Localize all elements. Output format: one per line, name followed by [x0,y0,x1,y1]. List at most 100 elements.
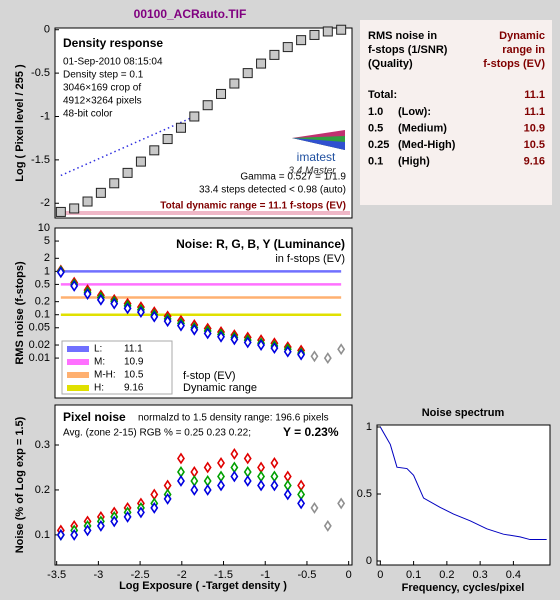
x-tick-label: -2.5 [131,569,150,581]
note: Dynamic range [183,382,257,394]
x-tick-label: 0.2 [439,569,454,581]
chart-subtitle: in f-stops (EV) [275,253,345,265]
marker [96,519,105,532]
marker [230,448,239,460]
spectrum-line [379,426,547,541]
marker [175,122,186,133]
marker [322,26,333,37]
marker [230,470,239,483]
marker [256,58,267,69]
y-tick-label: -2 [40,197,50,209]
y-tick-label: 0.3 [35,439,50,451]
row-level: 0.1 [368,155,383,167]
marker [95,187,106,198]
marker [189,111,200,122]
legend-label: M: [94,357,105,368]
marker [229,78,240,89]
x-tick-label: -0.5 [297,569,316,581]
row-name: (Medium) [398,122,447,134]
marker [150,501,159,514]
marker [56,266,65,279]
marker [337,343,346,356]
marker [69,203,80,214]
note: 01-Sep-2010 08:15:04 [63,57,163,68]
chart-title: Noise spectrum [422,407,505,419]
y-tick-label: 0.2 [35,484,50,496]
marker [217,479,225,492]
row-name: (High) [398,155,430,167]
marker [56,528,65,541]
note: f-stop (EV) [183,370,236,382]
x-tick-label: -1.5 [214,569,233,581]
y-axis-label: Log ( Pixel level / 255 ) [14,64,26,182]
x-tick-label: 0.1 [406,569,421,581]
chart-title: Pixel noise [63,410,126,424]
avg-note: Avg. (zone 2-15) RGB % = 0.25 0.23 0.22; [63,428,251,439]
y-tick-label: 0.1 [35,529,50,541]
version: 3.4 Master [288,166,336,177]
header: f-stops (1/SNR) [368,44,448,56]
note: Density step = 0.1 [63,70,144,81]
marker [109,178,120,189]
plot-area [376,424,551,566]
legend-value: 9.16 [124,383,144,394]
x-axis-label: Log Exposure ( -Target density ) [119,580,287,592]
y-tick-label: 2 [44,252,50,264]
legend-value: 10.5 [124,370,144,381]
marker [83,288,92,300]
fit-line [60,115,195,177]
marker [135,156,146,167]
marker [230,333,239,346]
range-bar [57,211,350,215]
y-tick-label: 10 [38,222,50,234]
marker [190,323,199,336]
row-value: 11.1 [524,106,545,118]
marker [149,145,160,156]
marker [270,342,279,355]
row-value: 10.9 [524,122,545,134]
header: (Quality) [368,58,413,70]
y-avg: Y = 0.23% [283,425,339,439]
summary-panel [360,20,552,205]
marker [323,519,332,532]
y-axis-label: RMS noise (f-stops) [14,261,26,365]
steps: 33.4 steps detected < 0.98 (auto) [199,185,346,196]
marker [216,88,227,99]
legend-swatch [67,372,89,378]
marker [337,497,346,510]
legend-label: L: [94,344,102,355]
x-tick-label: 0.3 [472,569,487,581]
chart-subtitle: normalzd to 1.5 density range: 196.6 pix… [138,413,329,424]
marker [283,345,292,358]
note: 3046×169 crop of [63,83,141,94]
note: 4912×3264 pixels [63,96,142,107]
x-tick-label: -3.5 [47,569,66,581]
marker [310,350,319,363]
x-tick-label: -3 [93,569,103,581]
row-level: 0.5 [368,122,383,134]
marker [177,452,185,465]
file-title: 00100_ACRauto.TIF [134,7,247,21]
marker [203,327,212,340]
marker [309,29,320,40]
marker [136,306,145,319]
y-tick-label: -1 [40,110,50,122]
y-tick-label: 0.1 [35,309,50,321]
marker [110,515,119,528]
x-tick-label: -2 [177,569,187,581]
note: 48-bit color [63,109,113,120]
marker [323,352,332,365]
marker [270,457,279,469]
marker [270,479,279,492]
legend-swatch [67,385,89,391]
marker [242,68,253,79]
x-tick-label: 0 [377,569,383,581]
legend-swatch [67,346,89,352]
marker [217,457,225,469]
legend-swatch [67,359,89,365]
y-tick-label: 0.05 [29,322,50,334]
total-range: Total dynamic range = 11.1 f-stops (EV) [160,201,346,212]
x-tick-label: -1 [260,569,270,581]
marker [243,336,252,349]
